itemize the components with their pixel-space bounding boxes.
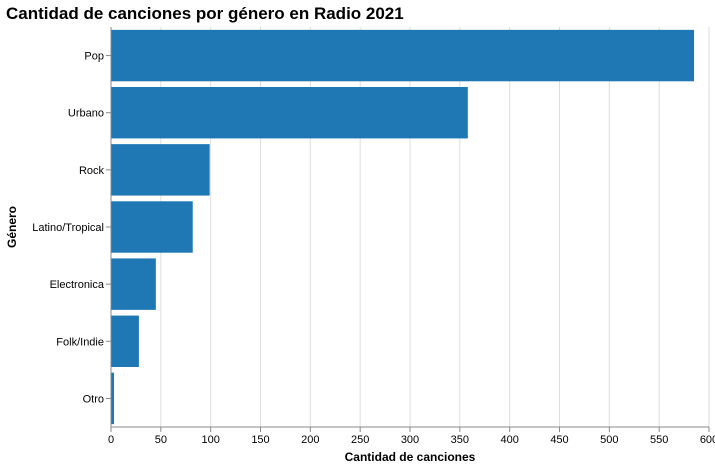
- bars: [111, 29, 695, 425]
- bar: [111, 144, 210, 196]
- x-tick-label: 50: [155, 434, 167, 446]
- y-tick-label: Latino/Tropical: [32, 222, 104, 234]
- x-tick-label: 350: [451, 434, 469, 446]
- bar: [111, 201, 193, 253]
- x-tick-label: 500: [600, 434, 618, 446]
- y-tick-label: Otro: [83, 393, 104, 405]
- x-tick-label: 550: [650, 434, 668, 446]
- x-tick-label: 0: [108, 434, 114, 446]
- x-tick-label: 450: [550, 434, 568, 446]
- y-tick-label: Folk/Indie: [56, 336, 104, 348]
- y-axis-ticks: Pop Urbano Rock Latino/Tropical Electronica F…: [32, 51, 111, 405]
- y-axis-title: Género: [5, 206, 19, 248]
- y-tick-label: Urbano: [68, 108, 104, 120]
- x-axis-title: Cantidad de canciones: [345, 450, 476, 464]
- x-tick-label: 600: [700, 434, 715, 446]
- y-tick-label: Pop: [84, 51, 104, 63]
- x-tick-label: 150: [251, 434, 269, 446]
- bar: [111, 29, 695, 82]
- x-axis-ticks: 0 50 100 150 200 250 300 350 400 450 500 550 600: [108, 427, 715, 446]
- x-tick-label: 400: [500, 434, 518, 446]
- y-tick-label: Rock: [79, 165, 105, 177]
- x-tick-label: 300: [401, 434, 419, 446]
- x-tick-label: 100: [201, 434, 219, 446]
- bar: [111, 87, 468, 139]
- x-tick-label: 200: [301, 434, 319, 446]
- y-tick-label: Electronica: [50, 279, 105, 291]
- chart-title: Cantidad de canciones por género en Radi…: [6, 4, 404, 23]
- bar: [111, 315, 139, 367]
- bar: [111, 258, 156, 310]
- x-tick-label: 250: [351, 434, 369, 446]
- bar: [111, 372, 114, 425]
